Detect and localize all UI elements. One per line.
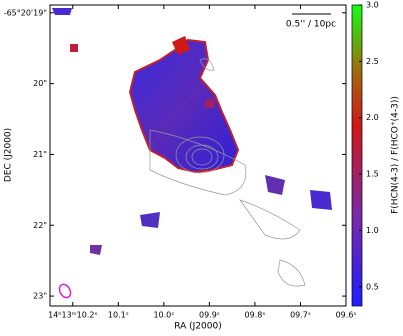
colorbar-tick-label: 3.0 xyxy=(366,1,379,10)
x-tick-label: 09.9ˢ xyxy=(199,311,220,320)
colorbar-tick-label: 1.0 xyxy=(366,226,379,235)
x-axis-label: RA (J2000) xyxy=(174,322,222,332)
x-tick-label: 10.1ˢ xyxy=(108,311,129,320)
colorbar-tick-label: 1.5 xyxy=(366,170,379,179)
x-tick-label: 14ʰ13ᵐ10.2ˢ xyxy=(48,311,97,320)
y-tick-label: 23" xyxy=(33,292,47,301)
map xyxy=(52,8,332,299)
x-tick-label: 10.0ˢ xyxy=(153,311,174,320)
map-region xyxy=(70,44,78,52)
map-region xyxy=(128,38,240,174)
colorbar-tick-label: 0.5 xyxy=(366,282,379,291)
map-region xyxy=(205,98,215,108)
y-tick-label: 21" xyxy=(33,150,47,159)
x-tick-label: 09.6ˢ xyxy=(336,311,357,320)
map-region xyxy=(52,8,72,15)
beam xyxy=(58,283,72,299)
colorbar-tick-label: 2.0 xyxy=(366,113,379,122)
contours xyxy=(149,58,306,287)
x-tick-label: 09.8ˢ xyxy=(245,311,266,320)
map-region xyxy=(140,212,160,228)
colorbar-tick-label: 2.5 xyxy=(366,57,379,66)
scale-bar-label: 0.5'' / 10pc xyxy=(286,20,336,30)
y-axis-label: DEC (J2000) xyxy=(4,128,14,182)
map-region xyxy=(265,175,285,195)
map-region xyxy=(310,190,332,210)
y-tick-label: -65°20'19" xyxy=(4,8,47,17)
y-tick-label: 20" xyxy=(33,79,47,88)
x-tick-label: 09.7ˢ xyxy=(290,311,311,320)
colorbar-label: F(HCN(4-3) / F(HCO⁺(4-3)) xyxy=(391,96,401,214)
y-tick-label: 22" xyxy=(33,221,47,230)
plot-frame xyxy=(49,4,347,307)
map-region xyxy=(90,245,102,255)
colorbar xyxy=(351,4,363,307)
map-region xyxy=(172,36,190,55)
